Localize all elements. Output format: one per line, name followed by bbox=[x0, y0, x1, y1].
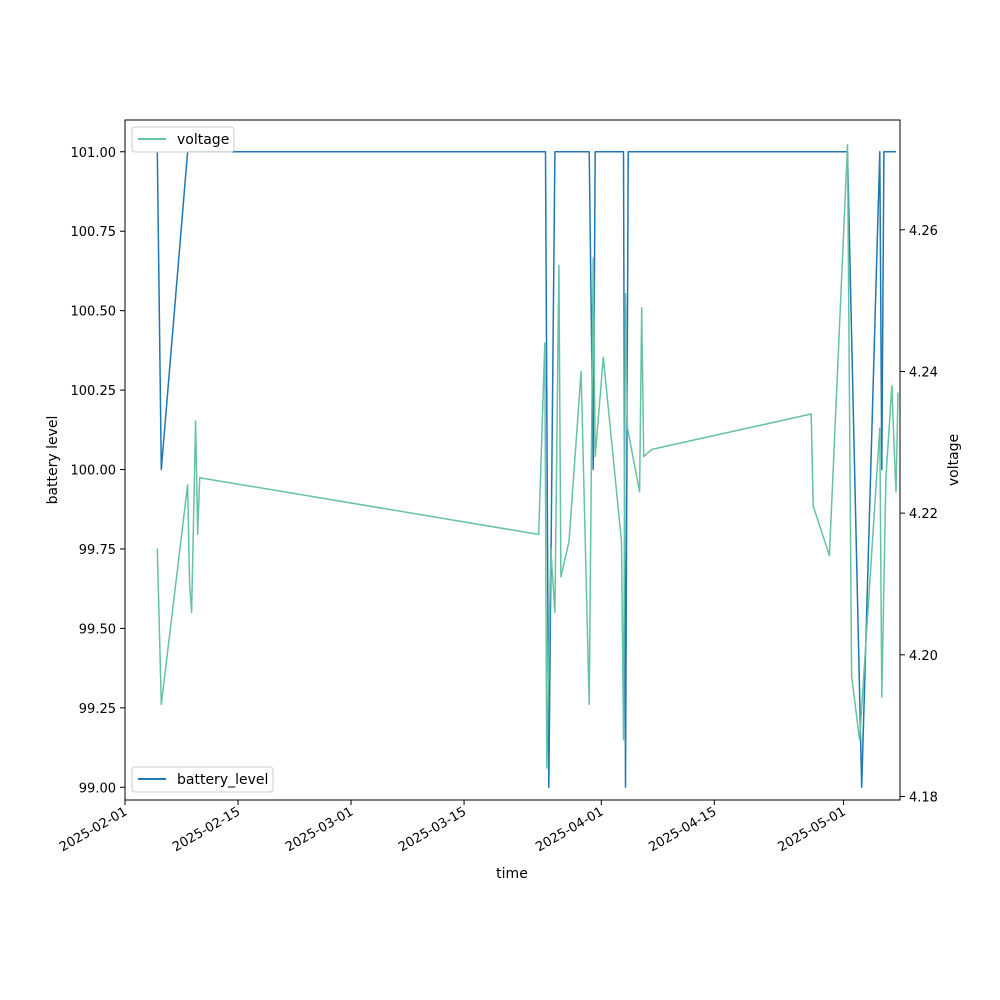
y-tick-label: 99.00 bbox=[79, 781, 116, 796]
y-tick-label: 99.50 bbox=[79, 622, 116, 637]
series-line-battery-level bbox=[156, 151, 896, 789]
y-tick-label: 101.00 bbox=[71, 146, 117, 161]
legend-label-battery-level: battery_level bbox=[177, 772, 268, 788]
y2-tick-label: 4.26 bbox=[909, 224, 938, 239]
y-axis-label: battery level bbox=[45, 416, 61, 505]
y2-axis-label: voltage bbox=[946, 434, 962, 486]
y-tick-label: 99.25 bbox=[79, 702, 116, 717]
y-tick-label: 100.50 bbox=[71, 305, 117, 320]
y-tick-label: 100.00 bbox=[71, 464, 117, 479]
y2-tick-label: 4.22 bbox=[909, 507, 938, 522]
legend-box bbox=[131, 126, 235, 153]
legend-battery-level: battery_level bbox=[131, 766, 274, 793]
legend-label-voltage: voltage bbox=[177, 132, 229, 148]
y-tick-label: 99.75 bbox=[79, 543, 116, 558]
y-tick-label: 100.25 bbox=[71, 384, 117, 399]
legend-box bbox=[131, 766, 274, 793]
plot-frame bbox=[124, 119, 901, 801]
y2-tick-label: 4.20 bbox=[909, 649, 938, 664]
y2-tick-label: 4.24 bbox=[909, 365, 938, 380]
legend-voltage: voltage bbox=[131, 126, 235, 153]
series-line-voltage bbox=[156, 144, 899, 769]
x-axis-label: time bbox=[496, 866, 528, 882]
y-tick-label: 100.75 bbox=[71, 225, 117, 240]
y2-tick-label: 4.18 bbox=[909, 790, 938, 805]
